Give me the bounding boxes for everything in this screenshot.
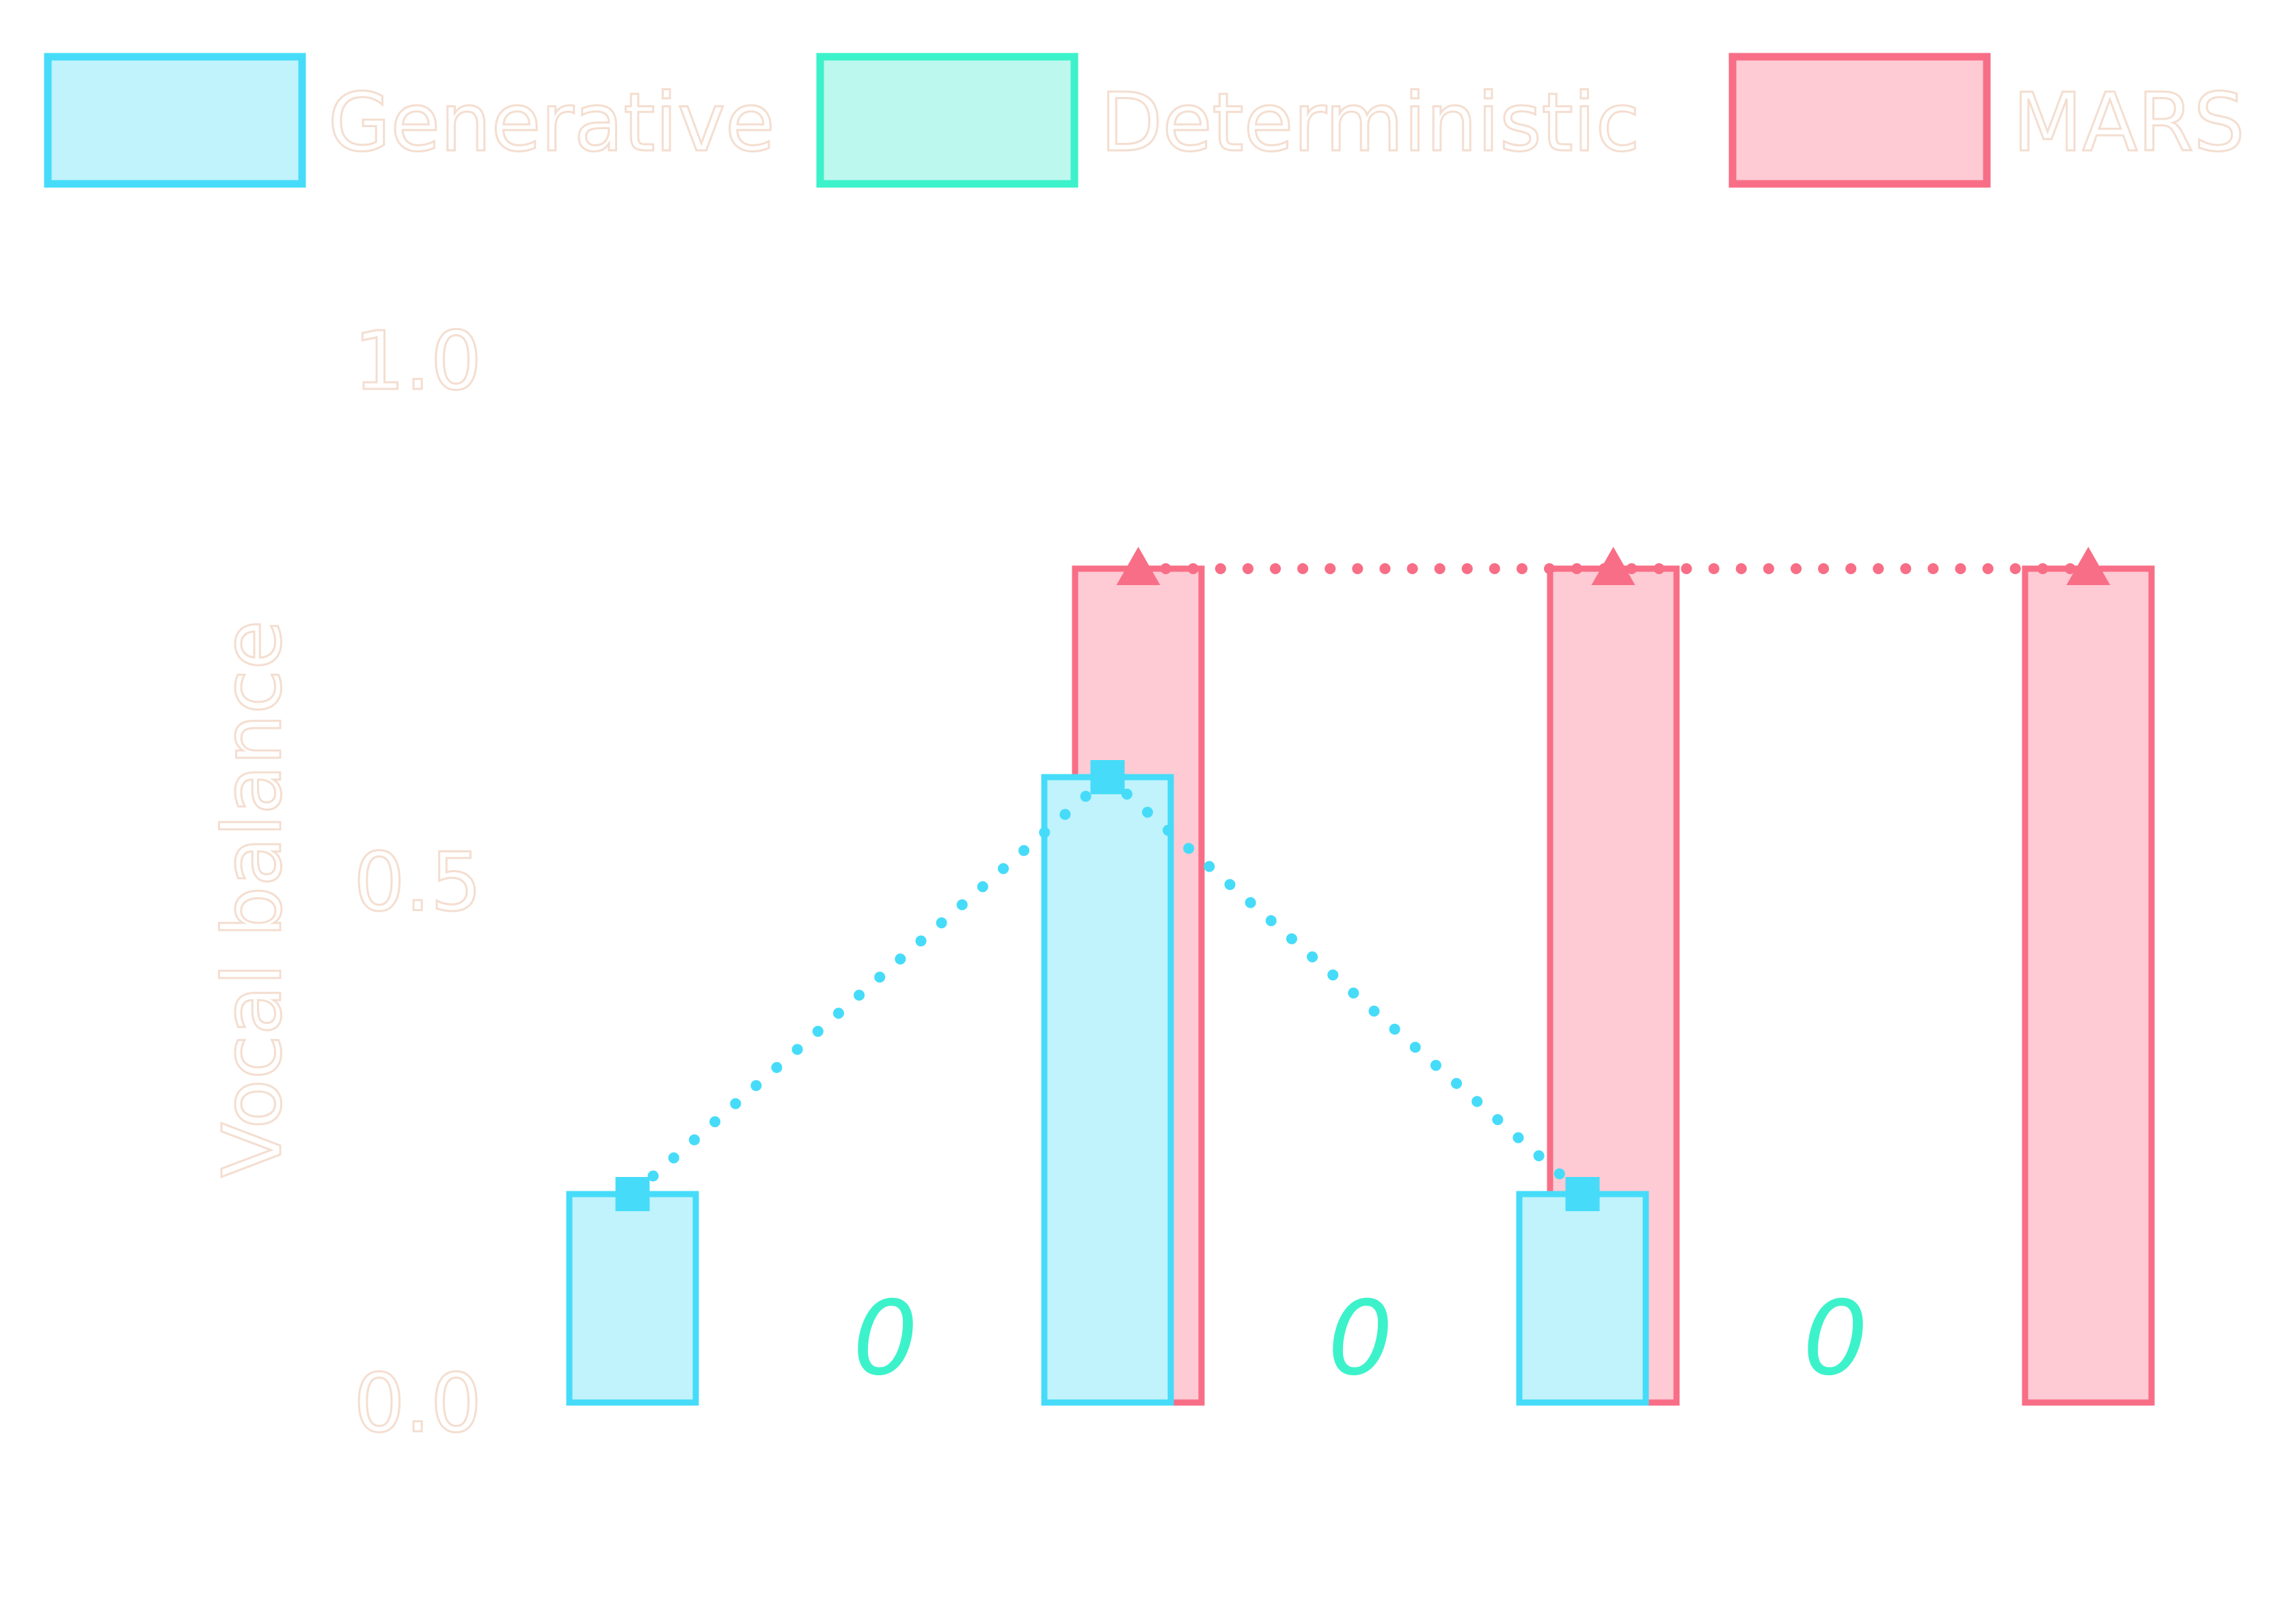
bar-generative-2 [1516, 1191, 1649, 1406]
bar-mars-2 [2022, 565, 2155, 1406]
data-label-deterministic-0: 0 [853, 1280, 918, 1398]
bars [566, 565, 2155, 1406]
y-tick-label: 1.0 [353, 314, 482, 408]
legend-label: Deterministic [1100, 75, 1640, 170]
marker-mars-1 [1591, 547, 1636, 585]
bar-generative-1 [1041, 774, 1174, 1406]
y-tick-label: 0.5 [353, 835, 482, 930]
legend-label: MARS [2013, 75, 2244, 170]
data-label-deterministic-1: 0 [1328, 1280, 1393, 1398]
series-lines [627, 563, 2094, 1200]
value-labels: 0 0 0 [853, 1280, 1868, 1398]
y-axis: 0.0 0.5 1.0 [353, 313, 483, 1452]
data-label-deterministic-2: 0 [1803, 1280, 1868, 1398]
legend-item-0: Generative [44, 53, 776, 188]
legend-item-1: Deterministic [816, 53, 1641, 188]
y-axis-label: Vocal balance [205, 620, 299, 1178]
marker-generative-1 [1090, 760, 1125, 794]
legend-label: Generative [328, 75, 775, 170]
marker-generative-2 [1565, 1177, 1600, 1211]
marker-mars-0 [1116, 547, 1161, 585]
legend: Generative Deterministic MARS [44, 53, 2246, 188]
y-tick-label: 0.0 [353, 1356, 482, 1450]
marker-mars-2 [2066, 547, 2111, 585]
legend-swatch [1728, 53, 1991, 188]
marker-generative-0 [615, 1177, 650, 1211]
legend-swatch [816, 53, 1078, 188]
legend-swatch [44, 53, 306, 188]
series-markers [615, 547, 2111, 1211]
bar-generative-0 [566, 1191, 699, 1406]
legend-item-2: MARS [1728, 53, 2246, 188]
